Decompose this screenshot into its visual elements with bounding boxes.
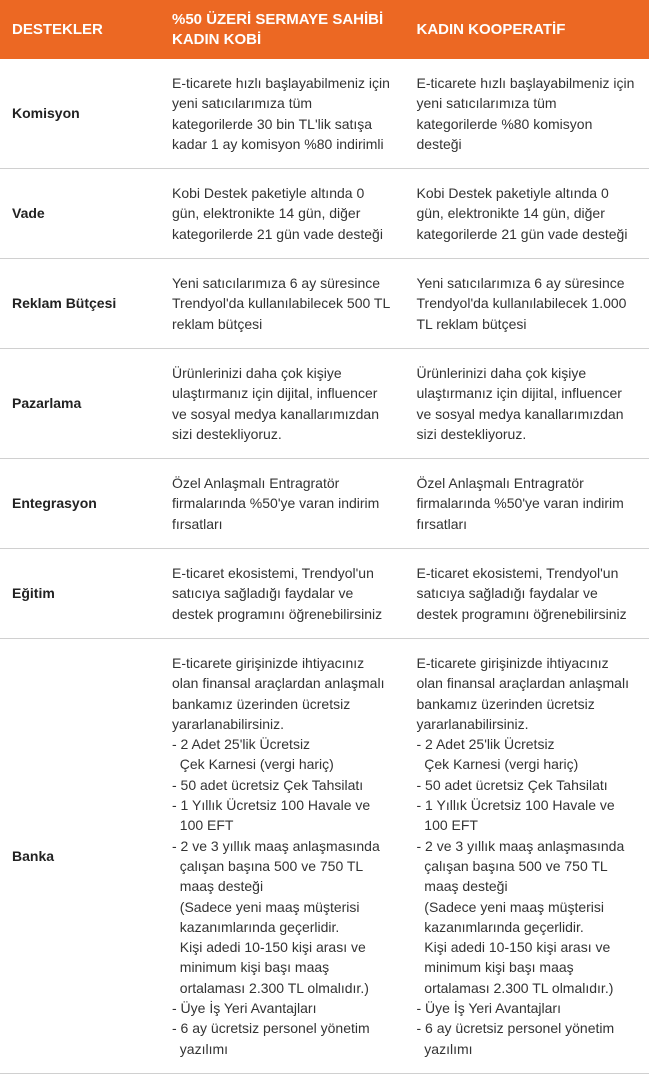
cell-col2: E-ticaret ekosistemi, Trendyol'un satıcı… bbox=[405, 549, 649, 639]
table-row: VadeKobi Destek paketiyle altında 0 gün,… bbox=[0, 169, 649, 259]
cell-col1: E-ticarete hızlı başlayabilmeniz için ye… bbox=[160, 59, 405, 169]
cell-col2: Ürünlerinizi daha çok kişiye ulaştırmanı… bbox=[405, 348, 649, 458]
table-row: KomisyonE-ticarete hızlı başlayabilmeniz… bbox=[0, 59, 649, 169]
cell-col1: Ürünlerinizi daha çok kişiye ulaştırmanı… bbox=[160, 348, 405, 458]
support-table: DESTEKLER %50 ÜZERİ SERMAYE SAHİBİ KADIN… bbox=[0, 0, 649, 1074]
header-col-0: DESTEKLER bbox=[0, 0, 160, 59]
cell-col1: Kobi Destek paketiyle altında 0 gün, ele… bbox=[160, 169, 405, 259]
cell-col1: E-ticarete girişinizde ihtiyacınız olan … bbox=[160, 638, 405, 1073]
header-col-1: %50 ÜZERİ SERMAYE SAHİBİ KADIN KOBİ bbox=[160, 0, 405, 59]
row-label: Eğitim bbox=[0, 549, 160, 639]
table-header: DESTEKLER %50 ÜZERİ SERMAYE SAHİBİ KADIN… bbox=[0, 0, 649, 59]
cell-col2: E-ticarete girişinizde ihtiyacınız olan … bbox=[405, 638, 649, 1073]
cell-col1: Yeni satıcılarımıza 6 ay süresince Trend… bbox=[160, 259, 405, 349]
table-row: EntegrasyonÖzel Anlaşmalı Entragratör fi… bbox=[0, 459, 649, 549]
cell-col2: Yeni satıcılarımıza 6 ay süresince Trend… bbox=[405, 259, 649, 349]
table-row: PazarlamaÜrünlerinizi daha çok kişiye ul… bbox=[0, 348, 649, 458]
row-label: Vade bbox=[0, 169, 160, 259]
cell-col2: E-ticarete hızlı başlayabilmeniz için ye… bbox=[405, 59, 649, 169]
cell-col1: Özel Anlaşmalı Entragratör firmalarında … bbox=[160, 459, 405, 549]
cell-col2: Kobi Destek paketiyle altında 0 gün, ele… bbox=[405, 169, 649, 259]
table-row: Reklam BütçesiYeni satıcılarımıza 6 ay s… bbox=[0, 259, 649, 349]
cell-col2: Özel Anlaşmalı Entragratör firmalarında … bbox=[405, 459, 649, 549]
row-label: Entegrasyon bbox=[0, 459, 160, 549]
row-label: Pazarlama bbox=[0, 348, 160, 458]
table-body: KomisyonE-ticarete hızlı başlayabilmeniz… bbox=[0, 59, 649, 1073]
table-row: BankaE-ticarete girişinizde ihtiyacınız … bbox=[0, 638, 649, 1073]
table-row: EğitimE-ticaret ekosistemi, Trendyol'un … bbox=[0, 549, 649, 639]
row-label: Komisyon bbox=[0, 59, 160, 169]
row-label: Banka bbox=[0, 638, 160, 1073]
header-col-2: KADIN KOOPERATİF bbox=[405, 0, 649, 59]
row-label: Reklam Bütçesi bbox=[0, 259, 160, 349]
cell-col1: E-ticaret ekosistemi, Trendyol'un satıcı… bbox=[160, 549, 405, 639]
